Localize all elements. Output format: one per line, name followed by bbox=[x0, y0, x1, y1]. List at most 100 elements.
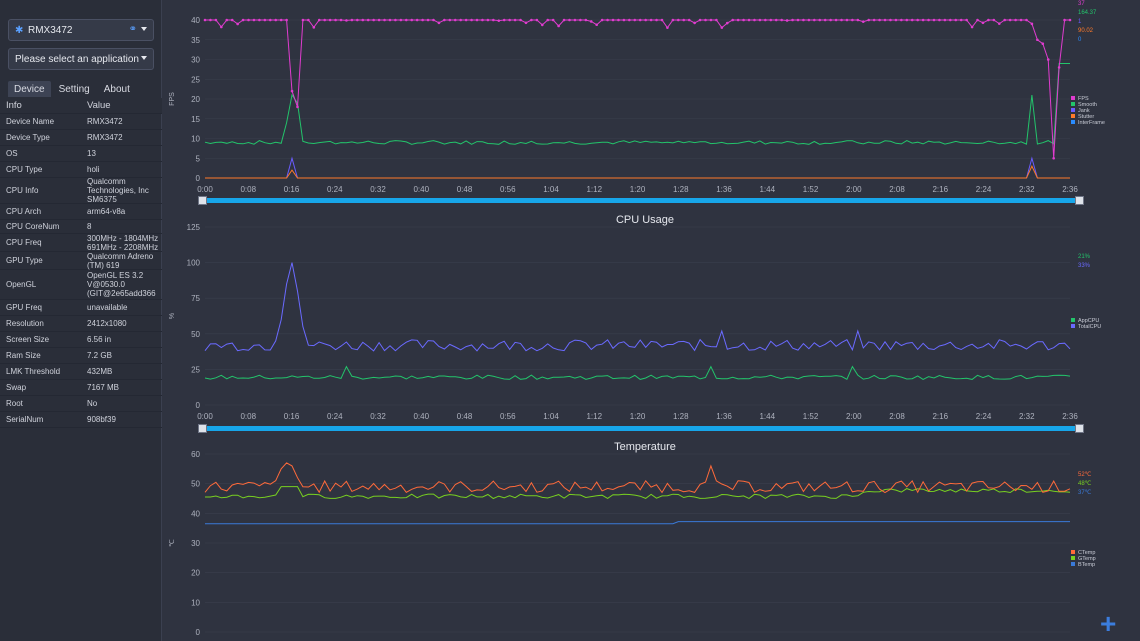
fps-point bbox=[394, 18, 397, 22]
fps-point bbox=[361, 18, 365, 22]
fps-point bbox=[486, 18, 490, 22]
cpu-range-slider[interactable] bbox=[198, 424, 1084, 433]
slider-handle-right[interactable] bbox=[1075, 196, 1084, 205]
legend-label: BTemp bbox=[1078, 562, 1095, 568]
add-button[interactable]: + bbox=[1100, 608, 1117, 639]
info-key: CPU Arch bbox=[6, 207, 42, 216]
fps-point bbox=[470, 18, 473, 22]
fps-point bbox=[916, 18, 919, 22]
info-row: Ram Size 7.2 GB bbox=[0, 348, 162, 364]
fps-point bbox=[1030, 22, 1034, 26]
legend-swatch bbox=[1071, 562, 1075, 566]
fps-point bbox=[377, 18, 381, 22]
fps-point bbox=[595, 23, 598, 27]
chart-title: CPU Usage bbox=[616, 214, 674, 226]
tab-about[interactable]: About bbox=[103, 83, 130, 95]
fps-point bbox=[649, 18, 653, 22]
x-tick-label: 1:20 bbox=[630, 185, 646, 194]
y-tick-label: 25 bbox=[191, 75, 200, 84]
app-select[interactable]: Please select an application bbox=[8, 48, 154, 70]
fps-point bbox=[764, 18, 767, 22]
slider-handle-left[interactable] bbox=[198, 424, 207, 433]
x-tick-label: 2:16 bbox=[932, 185, 948, 194]
tab-setting[interactable]: Setting bbox=[58, 83, 90, 95]
header-info: Info bbox=[6, 100, 22, 111]
fps-point bbox=[453, 18, 457, 22]
fps-point bbox=[927, 18, 930, 22]
y-tick-label: 100 bbox=[187, 259, 201, 268]
legend-label: GTemp bbox=[1078, 556, 1096, 562]
x-tick-label: 0:00 bbox=[197, 185, 213, 194]
fps-range-slider[interactable] bbox=[198, 196, 1084, 205]
legend-swatch bbox=[1071, 108, 1075, 112]
fps-point bbox=[638, 18, 642, 22]
info-value: 7167 MB bbox=[87, 383, 120, 392]
info-row: CPU Freq 300MHz - 1804MHz 691MHz - 2208MH… bbox=[0, 234, 162, 252]
info-key: Screen Size bbox=[6, 335, 50, 344]
fps-point bbox=[301, 18, 305, 22]
fps-point bbox=[840, 18, 843, 22]
tab-device[interactable]: Device bbox=[8, 81, 51, 97]
x-tick-label: 1:04 bbox=[543, 412, 559, 421]
device-select-label: RMX3472 bbox=[28, 24, 73, 36]
info-row: CPU Type holi bbox=[0, 162, 162, 178]
fps-point bbox=[753, 18, 756, 22]
fps-series-line bbox=[205, 19, 1070, 159]
fps-point bbox=[290, 89, 294, 93]
slider-handle-right[interactable] bbox=[1075, 424, 1084, 433]
fps-point bbox=[959, 18, 963, 22]
fps-point bbox=[883, 18, 887, 22]
fps-point bbox=[356, 18, 359, 22]
fps-point bbox=[633, 18, 637, 22]
info-row: CPU CoreNum 8 bbox=[0, 220, 162, 234]
charts-panel: FPS 0 5 10 15 20 25 30 35 40 0:00 0:08 0:16 0:24 0:32 0… bbox=[162, 0, 1140, 641]
y-tick-label: 40 bbox=[191, 509, 200, 518]
fps-point bbox=[791, 18, 794, 22]
current-value: 33% bbox=[1078, 263, 1091, 269]
fps-point bbox=[938, 18, 941, 22]
fps-point bbox=[671, 18, 675, 22]
app-select-label: Please select an application bbox=[15, 53, 139, 65]
fps-point bbox=[323, 18, 326, 22]
fps-point bbox=[693, 21, 696, 25]
legend-label: InterFrame bbox=[1078, 120, 1105, 126]
x-tick-label: 2:32 bbox=[1019, 185, 1035, 194]
info-key: Ram Size bbox=[6, 351, 41, 360]
fps-point bbox=[530, 18, 533, 22]
fps-point bbox=[285, 18, 288, 22]
fps-point bbox=[785, 19, 789, 22]
info-value: Qualcomm Technologies, Inc SM6375 bbox=[87, 177, 149, 204]
y-tick-label: 50 bbox=[191, 330, 200, 339]
fps-point bbox=[252, 18, 256, 22]
fps-point bbox=[421, 18, 424, 22]
link-icon[interactable]: ⚭ bbox=[128, 24, 137, 35]
info-key: CPU Info bbox=[6, 186, 39, 195]
legend-swatch bbox=[1071, 318, 1075, 322]
x-tick-label: 0:24 bbox=[327, 412, 343, 421]
fps-point bbox=[366, 18, 370, 22]
device-select[interactable]: ✱ RMX3472 ⚭ bbox=[8, 19, 154, 41]
x-tick-label: 2:00 bbox=[846, 412, 862, 421]
info-row: GPU Type Qualcomm Adreno (TM) 619 bbox=[0, 252, 162, 270]
fps-point bbox=[513, 18, 517, 22]
info-value: Qualcomm Adreno (TM) 619 bbox=[87, 251, 154, 270]
fps-point bbox=[448, 18, 452, 22]
current-value: 1 bbox=[1078, 19, 1082, 25]
slider-handle-left[interactable] bbox=[198, 196, 207, 205]
x-tick-label: 0:40 bbox=[413, 412, 429, 421]
x-tick-label: 1:44 bbox=[759, 185, 775, 194]
chevron-down-icon bbox=[141, 27, 147, 31]
fps-point bbox=[1036, 38, 1039, 42]
legend-swatch bbox=[1071, 550, 1075, 554]
info-key: OpenGL bbox=[6, 280, 37, 289]
x-tick-label: 1:12 bbox=[586, 185, 602, 194]
info-row: Device Type RMX3472 bbox=[0, 130, 162, 146]
legend-swatch bbox=[1071, 556, 1075, 560]
fps-point bbox=[660, 18, 664, 22]
fps-point bbox=[372, 18, 375, 22]
fps-point bbox=[1025, 18, 1028, 22]
legend-swatch bbox=[1071, 102, 1075, 106]
fps-point bbox=[872, 18, 876, 22]
info-value: holi bbox=[87, 165, 100, 174]
fps-point bbox=[268, 18, 272, 22]
